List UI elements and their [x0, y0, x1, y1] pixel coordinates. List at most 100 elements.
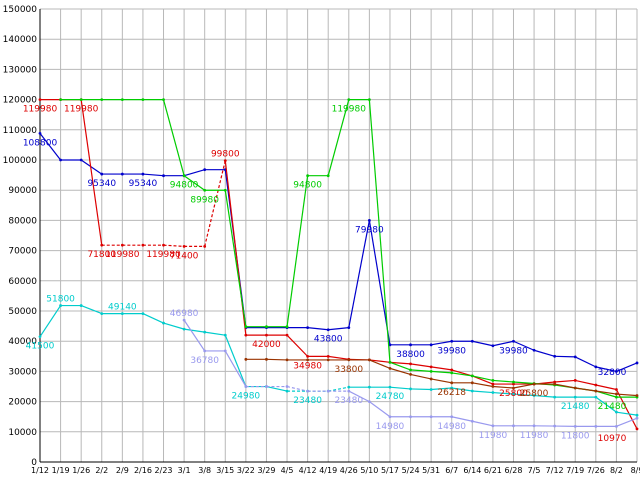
data-point — [429, 370, 433, 373]
data-point — [512, 392, 515, 396]
x-tick-label: 8/2 — [610, 466, 623, 475]
data-point — [265, 357, 268, 361]
x-tick-label: 6/21 — [484, 466, 502, 475]
data-point — [203, 244, 207, 248]
data-point — [532, 394, 536, 397]
data-point — [491, 424, 495, 428]
point-value-label: 21480 — [561, 402, 590, 412]
point-value-label: 23480 — [334, 396, 363, 406]
x-tick-label: 1/19 — [52, 466, 70, 475]
data-point — [306, 354, 310, 358]
data-point — [326, 174, 330, 178]
x-tick-label: 1/12 — [31, 466, 49, 475]
data-point — [306, 326, 310, 330]
data-point — [223, 333, 227, 337]
x-tick-label: 2/9 — [116, 466, 129, 475]
data-point — [326, 358, 330, 362]
data-point — [594, 424, 598, 428]
data-point — [182, 327, 186, 331]
data-point — [120, 172, 124, 176]
point-value-label: 23480 — [293, 396, 322, 406]
data-point — [532, 348, 536, 352]
data-point — [635, 413, 639, 417]
data-point — [347, 98, 351, 102]
point-value-label: 71800 — [87, 250, 116, 260]
data-point — [347, 326, 351, 330]
y-tick-label: 120000 — [3, 96, 38, 106]
data-point — [367, 98, 371, 102]
data-point — [573, 355, 577, 359]
data-point — [244, 357, 248, 361]
data-point — [244, 333, 248, 337]
data-point — [141, 243, 145, 247]
data-point — [553, 380, 557, 384]
data-point — [162, 174, 165, 178]
data-point — [512, 339, 515, 343]
point-value-label: 11980 — [479, 431, 508, 441]
data-point — [306, 389, 310, 393]
data-point — [182, 244, 186, 248]
y-tick-label: 10000 — [8, 428, 37, 438]
data-point — [409, 415, 412, 419]
x-tick-label: 5/10 — [360, 466, 378, 475]
point-value-label: 94800 — [170, 181, 199, 191]
x-tick-label: 7/26 — [587, 466, 605, 475]
data-point — [450, 368, 454, 372]
data-point — [265, 333, 268, 337]
data-point — [553, 424, 557, 428]
data-point — [223, 159, 227, 163]
data-point — [388, 385, 392, 389]
x-tick-label: 2/16 — [134, 466, 152, 475]
point-value-label: 51800 — [46, 295, 75, 305]
data-point — [594, 389, 598, 393]
x-tick-label: 1/26 — [72, 466, 90, 475]
data-point — [120, 98, 124, 102]
data-point — [450, 339, 454, 343]
point-value-label: 43800 — [314, 335, 343, 345]
point-value-label: 119980 — [146, 250, 181, 260]
x-tick-label: 4/26 — [340, 466, 358, 475]
data-point — [512, 382, 515, 386]
data-point — [573, 395, 577, 399]
axes — [39, 9, 637, 463]
point-value-label: 119980 — [105, 250, 140, 260]
y-tick-label: 100000 — [3, 156, 38, 166]
data-point — [265, 325, 268, 329]
x-tick-label: 3/1 — [178, 466, 191, 475]
data-point — [203, 330, 207, 334]
y-tick-label: 30000 — [8, 367, 37, 377]
data-point — [347, 385, 351, 389]
data-point — [388, 415, 392, 419]
series-purple — [182, 318, 639, 428]
data-point — [594, 383, 598, 387]
point-value-label: 24780 — [376, 392, 405, 402]
x-axis-tick-labels: 1/12 1/19 1/26 2/2 2/9 2/16 2/23 3/1 3/8 3/15 3/22… — [31, 466, 640, 475]
data-point — [367, 385, 371, 389]
data-point — [59, 98, 62, 102]
data-point — [59, 158, 62, 162]
x-tick-label: 6/28 — [504, 466, 522, 475]
data-point — [162, 243, 165, 247]
series-darkred — [244, 357, 639, 397]
data-point — [635, 416, 639, 420]
data-point — [429, 343, 433, 347]
y-tick-label: 130000 — [3, 65, 38, 75]
data-point — [141, 98, 145, 102]
x-tick-label: 2/2 — [95, 466, 108, 475]
y-tick-label: 90000 — [8, 186, 37, 196]
data-point — [203, 349, 207, 353]
y-tick-label: 50000 — [8, 307, 37, 317]
point-value-label: 11800 — [561, 431, 590, 441]
data-point — [409, 373, 412, 376]
data-point — [450, 381, 454, 385]
x-tick-label: 5/17 — [381, 466, 399, 475]
data-point — [615, 410, 618, 414]
point-value-label: 89980 — [190, 195, 219, 205]
data-point — [285, 325, 289, 329]
series-green — [59, 98, 639, 399]
data-point — [223, 188, 227, 192]
data-point — [409, 362, 412, 366]
x-tick-label: 7/19 — [566, 466, 584, 475]
